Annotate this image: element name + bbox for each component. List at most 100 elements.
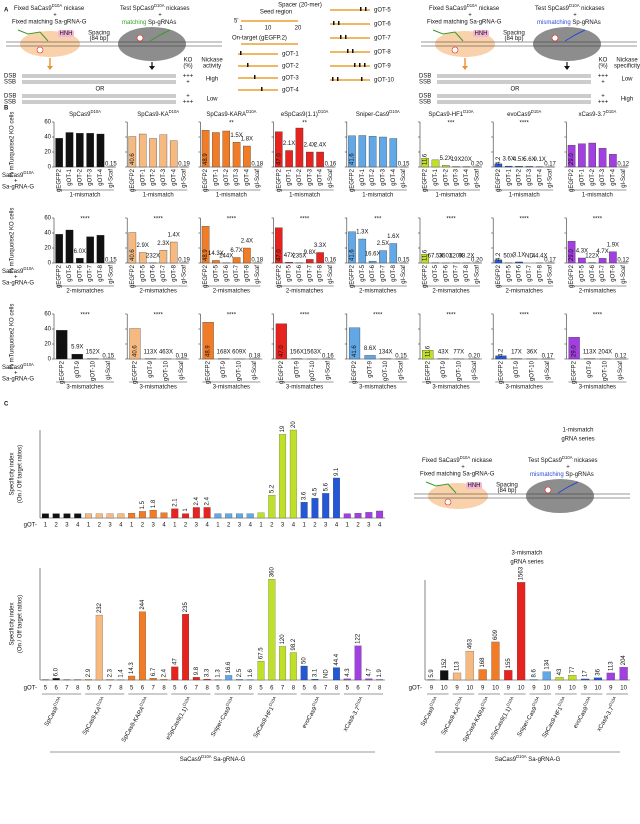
value-label: 40.6: [130, 153, 136, 165]
group-label: 3-mismatches: [66, 385, 103, 391]
position-label: 10: [265, 26, 272, 32]
value-label: 0.15: [398, 161, 410, 167]
fold-label: 232X: [146, 253, 160, 259]
got-label: 10: [620, 686, 627, 692]
value-label: 6.7: [151, 667, 157, 676]
got-label: 10: [518, 686, 525, 692]
bar: [593, 677, 603, 681]
bar: [333, 477, 340, 519]
got-label: 5: [87, 686, 91, 692]
category-label: gEGFP2: [423, 264, 429, 288]
fold-label: 609X: [232, 350, 246, 356]
off-target-label: gOT-6: [374, 22, 391, 28]
got-label: 6: [270, 686, 274, 692]
category-label: gOT-7: [161, 264, 167, 281]
sp-guide: [149, 29, 171, 42]
off-target-label: gOT-7: [374, 36, 391, 42]
value-label: 0.16: [325, 161, 337, 167]
x-prefix: gOT-: [409, 686, 422, 692]
nuclease-title: xCas9-3.7D10A: [578, 109, 616, 118]
group-label: 3-mismatches: [286, 385, 323, 391]
strand-label: DSB: [4, 94, 16, 100]
bar: [494, 163, 503, 168]
category-label: gOT-9: [587, 360, 593, 377]
got-label: 7: [108, 686, 112, 692]
group-label: 3-mismatches: [579, 385, 616, 391]
row-label: Sa-gRNA-G: [2, 377, 34, 383]
value-label: 0.16: [325, 257, 337, 263]
value-label: 41.6: [352, 345, 358, 357]
value-label: 41.6: [350, 249, 356, 261]
chart-title: 1-mismatch: [562, 428, 593, 434]
value-label: 360: [269, 567, 275, 578]
category-label: gOT-2: [517, 168, 523, 185]
got-label: 2: [184, 523, 188, 529]
category-label: gOT-7: [234, 264, 240, 281]
nuclease-label: SpCas9D10A: [41, 695, 65, 727]
category-label: gOT-10: [530, 360, 536, 381]
value-label: 2.1: [172, 498, 178, 507]
mismatch-mark: [354, 63, 356, 67]
y-axis-label: % mTurquoise2 KO cells: [10, 304, 16, 370]
nuclease-label: SpCas9-KAD10A: [438, 695, 467, 736]
category-label: gEGFP2: [279, 360, 285, 384]
bar: [65, 229, 74, 264]
group-label: 2-mismatches: [432, 289, 469, 295]
column-header: Nickase: [616, 58, 638, 64]
chart-title: gRNA series: [561, 437, 594, 443]
panel-label: C: [4, 402, 9, 408]
row-label: +: [14, 371, 18, 377]
off-target-label: gOT-5: [374, 8, 391, 14]
category-label: gl-Scaf: [401, 265, 407, 284]
bar: [279, 434, 287, 519]
nuclease-title-part: evoCas9: [507, 112, 531, 118]
got-label: 4: [119, 523, 123, 529]
value-label: 16.6: [226, 661, 232, 673]
category-label: gOT-6: [517, 264, 523, 281]
value-label: 19: [280, 425, 286, 432]
fold-label: 463X: [159, 349, 173, 355]
value-label: 2.3: [108, 668, 114, 677]
significance: ****: [520, 217, 530, 223]
got-label: 3: [367, 523, 371, 529]
significance: **: [302, 121, 307, 127]
fold-label: 113X: [583, 349, 597, 355]
category-label: gOT-5: [140, 264, 146, 281]
bar: [348, 327, 361, 360]
bar: [243, 145, 251, 168]
group-label: 3-mismatches: [506, 385, 543, 391]
bar: [52, 513, 60, 519]
fold-label: 44.4X: [532, 254, 548, 260]
fold-label: 36X: [527, 349, 538, 355]
bar: [598, 148, 607, 168]
mismatch-mark: [254, 75, 256, 79]
category-label: gEGFP2: [572, 360, 578, 384]
category-label: gOT-3: [600, 168, 606, 185]
nuclease-label-part: SpCas9-KARA: [121, 706, 146, 743]
category-label: gOT-8: [318, 264, 324, 281]
got-label: 7: [238, 686, 242, 692]
got-label: 3: [65, 523, 69, 529]
nuclease-label-part: SpCas9-KARA: [462, 706, 487, 743]
value-label: 2.4: [205, 496, 211, 505]
got-label: 3: [108, 523, 112, 529]
mismatch-mark: [333, 21, 335, 25]
category-label: gl-Scaf: [401, 169, 407, 188]
bar: [568, 337, 580, 360]
row-label: Sa-gRNA-G: [2, 185, 34, 191]
group-label: 2-mismatches: [213, 289, 250, 295]
value-label: 155: [506, 658, 512, 669]
bar: [609, 154, 617, 168]
category-label: gEGFP2: [350, 264, 356, 288]
category-label: gl-Scaf: [621, 169, 627, 188]
category-label: gOT-8: [171, 264, 177, 281]
bar: [567, 241, 576, 264]
got-label: 5: [216, 686, 220, 692]
bar: [201, 130, 210, 168]
value-label: 168: [480, 657, 486, 668]
category-label: gOT-8: [244, 264, 250, 281]
category-label: gEGFP2: [276, 264, 282, 288]
value-label: 77: [570, 666, 576, 673]
got-label: 2: [227, 523, 231, 529]
value-label: 43: [557, 668, 563, 675]
